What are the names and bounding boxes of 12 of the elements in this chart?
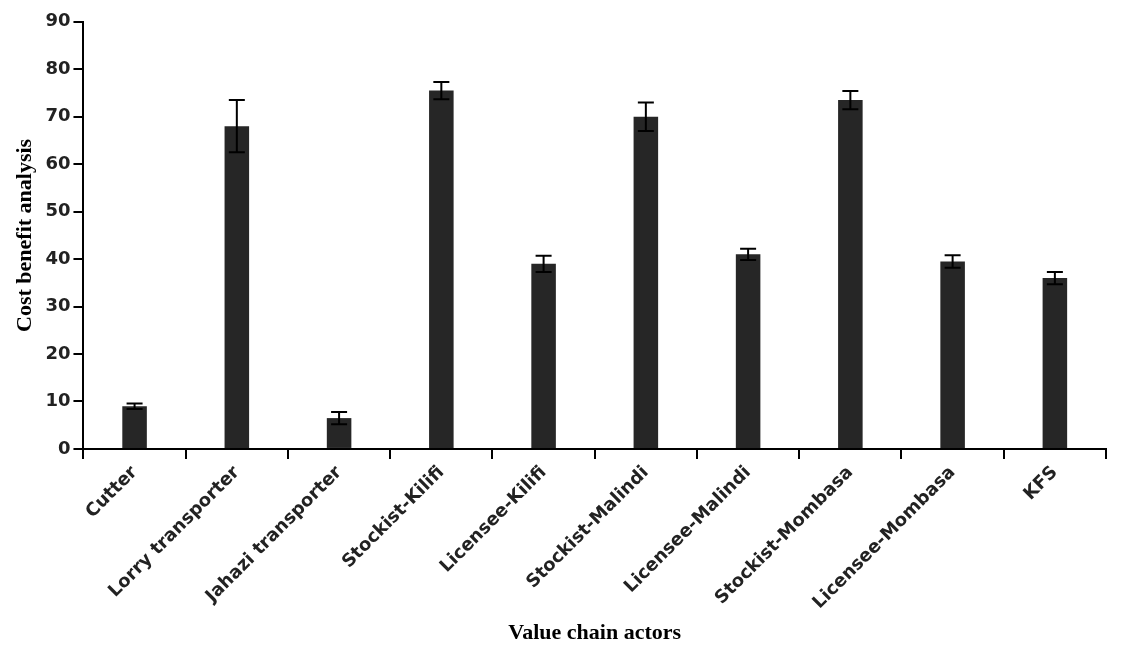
y-axis-title: Cost benefit analysis	[10, 138, 36, 332]
y-tick-label: 0	[57, 436, 71, 458]
y-tick-label: 30	[45, 294, 71, 316]
y-tick-label: 40	[45, 246, 71, 268]
x-axis-title: Value chain actors	[508, 619, 682, 645]
y-tick-label: 10	[45, 389, 71, 411]
y-tick-label: 80	[45, 56, 71, 78]
y-tick-label: 50	[45, 199, 71, 221]
y-tick-label: 20	[45, 341, 71, 363]
y-tick-label: 90	[45, 9, 71, 31]
y-tick-label: 60	[45, 151, 71, 173]
y-tick-label: 70	[45, 104, 71, 126]
